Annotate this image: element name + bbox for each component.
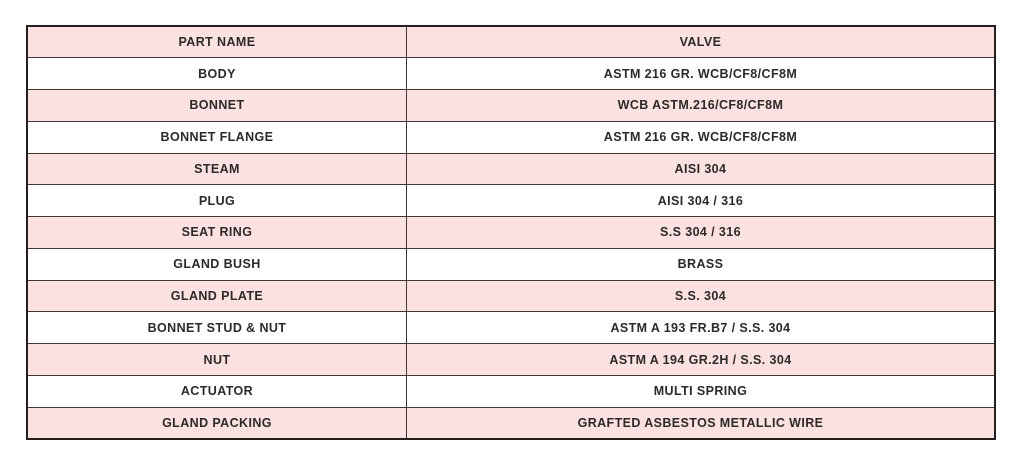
part-name-cell: BONNET xyxy=(26,89,407,122)
table-row: GLAND BUSH BRASS xyxy=(26,247,996,281)
table-row: BONNET STUD & NUT ASTM A 193 FR.B7 / S.S… xyxy=(26,311,996,345)
table-row: GLAND PACKING GRAFTED ASBESTOS METALLIC … xyxy=(26,406,996,440)
part-name-cell: GLAND BUSH xyxy=(26,247,407,281)
header-valve: VALVE xyxy=(405,25,996,59)
part-name-cell: NUT xyxy=(26,343,407,376)
table-row: NUT ASTM A 194 GR.2H / S.S. 304 xyxy=(26,343,996,376)
header-part-name: PART NAME xyxy=(26,25,407,59)
value-cell: ASTM 216 GR. WCB/CF8/CF8M xyxy=(405,120,996,154)
value-cell: S.S 304 / 316 xyxy=(405,216,996,249)
table-header-row: PART NAME VALVE xyxy=(26,25,996,59)
table-row: BONNET WCB ASTM.216/CF8/CF8M xyxy=(26,89,996,122)
part-name-cell: ACTUATOR xyxy=(26,374,407,408)
value-cell: ASTM A 193 FR.B7 / S.S. 304 xyxy=(405,311,996,345)
table-row: STEAM AISI 304 xyxy=(26,152,996,186)
value-cell: AISI 304 / 316 xyxy=(405,184,996,218)
table-row: PLUG AISI 304 / 316 xyxy=(26,184,996,218)
value-cell: ASTM 216 GR. WCB/CF8/CF8M xyxy=(405,57,996,91)
part-name-cell: GLAND PACKING xyxy=(26,406,407,440)
part-name-cell: BODY xyxy=(26,57,407,91)
value-cell: WCB ASTM.216/CF8/CF8M xyxy=(405,89,996,122)
value-cell: BRASS xyxy=(405,247,996,281)
value-cell: GRAFTED ASBESTOS METALLIC WIRE xyxy=(405,406,996,440)
part-name-cell: STEAM xyxy=(26,152,407,186)
part-name-cell: BONNET FLANGE xyxy=(26,120,407,154)
table-row: ACTUATOR MULTI SPRING xyxy=(26,374,996,408)
value-cell: MULTI SPRING xyxy=(405,374,996,408)
part-name-cell: BONNET STUD & NUT xyxy=(26,311,407,345)
part-name-cell: GLAND PLATE xyxy=(26,279,407,313)
table-row: BODY ASTM 216 GR. WCB/CF8/CF8M xyxy=(26,57,996,91)
spec-table: PART NAME VALVE BODY ASTM 216 GR. WCB/CF… xyxy=(26,25,996,440)
part-name-cell: SEAT RING xyxy=(26,216,407,249)
table-row: GLAND PLATE S.S. 304 xyxy=(26,279,996,313)
value-cell: S.S. 304 xyxy=(405,279,996,313)
table-row: SEAT RING S.S 304 / 316 xyxy=(26,216,996,249)
table-row: BONNET FLANGE ASTM 216 GR. WCB/CF8/CF8M xyxy=(26,120,996,154)
part-name-cell: PLUG xyxy=(26,184,407,218)
value-cell: AISI 304 xyxy=(405,152,996,186)
value-cell: ASTM A 194 GR.2H / S.S. 304 xyxy=(405,343,996,376)
